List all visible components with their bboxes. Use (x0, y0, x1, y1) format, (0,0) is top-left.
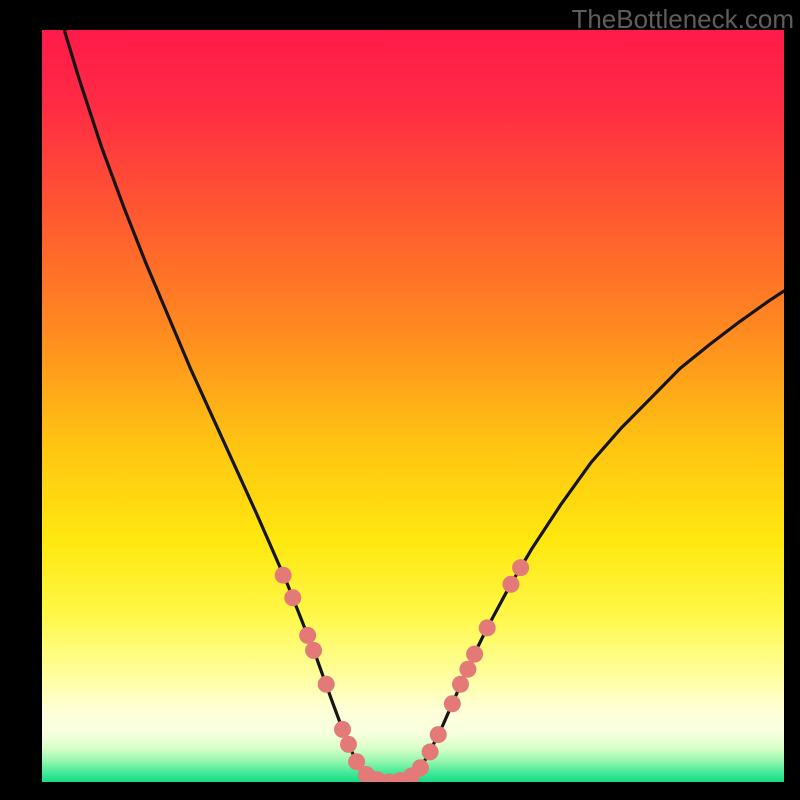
bottleneck-curve-chart (42, 30, 784, 782)
marker-dot (466, 646, 483, 663)
chart-canvas: TheBottleneck.com (0, 0, 800, 800)
marker-dot (459, 661, 476, 678)
marker-dot (502, 576, 519, 593)
marker-dot (284, 589, 301, 606)
marker-dot (422, 743, 439, 760)
marker-dot (305, 642, 322, 659)
marker-dot (430, 726, 447, 743)
marker-dot (479, 619, 496, 636)
marker-dot (275, 567, 292, 584)
marker-dot (318, 676, 335, 693)
marker-dot (340, 736, 357, 753)
marker-dot (299, 627, 316, 644)
marker-dot (444, 695, 461, 712)
marker-dot (512, 559, 529, 576)
gradient-background (42, 30, 784, 782)
marker-dot (334, 721, 351, 738)
marker-dot (412, 759, 429, 776)
marker-dot (452, 676, 469, 693)
